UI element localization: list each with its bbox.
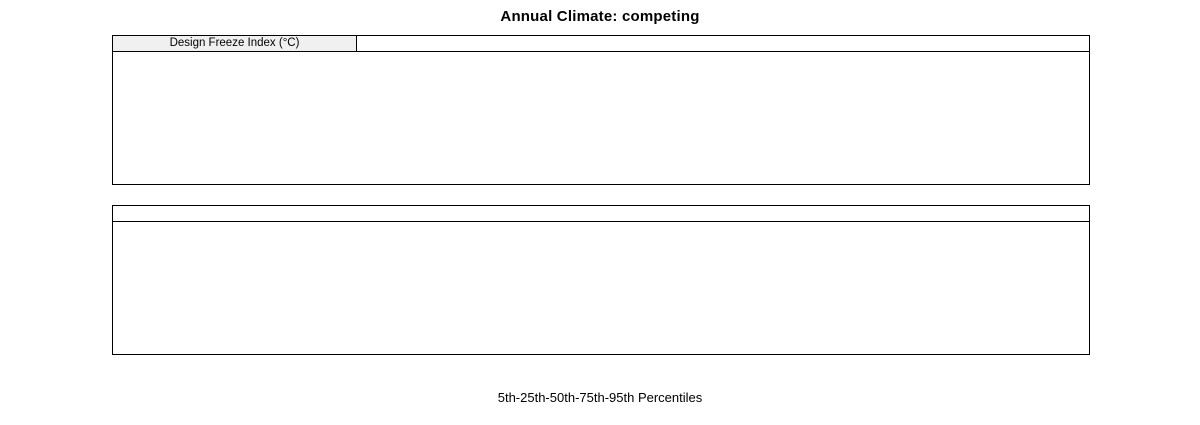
strip-band-row2 [112, 205, 1090, 222]
axis-caption: 5th-25th-50th-75th-95th Percentiles [497, 390, 703, 405]
strip-title-design-freeze-index-c: Design Freeze Index (°C) [169, 37, 300, 49]
panel-band-row2 [112, 221, 1090, 355]
axis-band-row2 [112, 354, 1090, 374]
strip-band-row1: Design Freeze Index (°C) [112, 35, 1090, 52]
strip-design-freeze-index-c: Design Freeze Index (°C) [113, 36, 357, 51]
axis-band-row1 [112, 184, 1090, 204]
panel-band-row1 [112, 51, 1090, 185]
figure-title: Annual Climate: competing [500, 8, 700, 25]
